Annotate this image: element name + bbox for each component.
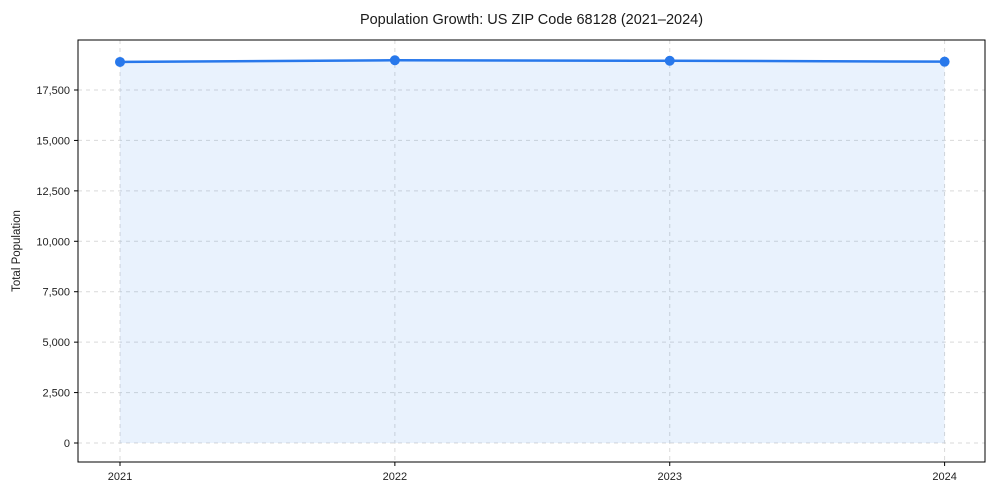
y-tick-label: 10,000 xyxy=(36,236,70,248)
data-point-marker xyxy=(389,55,400,66)
y-tick-label: 12,500 xyxy=(36,186,70,198)
y-axis-label: Total Population xyxy=(11,210,23,292)
data-point-marker xyxy=(664,55,675,66)
plot-spines xyxy=(77,39,986,463)
y-tick-label: 15,000 xyxy=(36,135,70,147)
x-tick-label: 2021 xyxy=(108,471,132,483)
chart-title: Population Growth: US ZIP Code 68128 (20… xyxy=(359,12,704,28)
y-tick-label: 2,500 xyxy=(42,388,70,400)
data-point-marker xyxy=(115,56,125,67)
y-tick-label: 5,000 xyxy=(42,337,70,349)
data-point-marker xyxy=(939,56,950,67)
series-line xyxy=(118,58,946,64)
x-tick-label: 2023 xyxy=(657,471,681,483)
x-tick-label: 2024 xyxy=(932,471,956,483)
area-fill xyxy=(120,60,945,444)
y-tick-label: 0 xyxy=(64,438,70,450)
y-tick-label: 7,500 xyxy=(42,287,70,299)
x-tick-label: 2022 xyxy=(383,471,407,483)
y-tick-label: 17,500 xyxy=(36,85,70,97)
